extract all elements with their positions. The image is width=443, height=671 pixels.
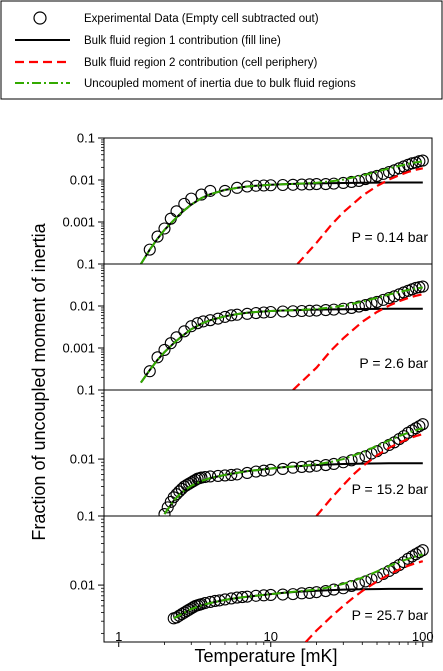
region2-line [315, 433, 424, 516]
legend-label-region1: Bulk fluid region 1 contribution (fill l… [84, 35, 281, 47]
experimental-point [310, 586, 323, 599]
pressure-label: P = 15.2 bar [352, 481, 429, 497]
legend-label-region2: Bulk fluid region 2 contribution (cell p… [84, 57, 317, 69]
experimental-point [345, 301, 358, 314]
experimental-point [295, 587, 308, 600]
experimental-point [158, 508, 171, 516]
experimental-point [151, 230, 164, 243]
experimental-point [370, 169, 384, 182]
pressure-label: P = 25.7 bar [352, 607, 429, 623]
x-tick-label: 10 [264, 629, 278, 644]
experimental-point [413, 546, 426, 559]
experimental-point [158, 222, 171, 235]
y-tick-label: 0.01 [70, 452, 95, 467]
plot-frame [103, 263, 433, 391]
x-tick-label: 1 [115, 629, 122, 644]
experimental-point [204, 184, 217, 197]
experimental-point [276, 588, 289, 601]
legend-marker-experimental [33, 11, 47, 25]
total-line [140, 160, 423, 264]
experimental-point [303, 586, 316, 599]
panel-4: 0.01 0.1 P = 25.7 bar [70, 509, 433, 647]
pressure-label: P = 2.6 bar [359, 355, 428, 371]
experimental-point [204, 314, 217, 327]
y-tick-label: 0.001 [62, 215, 95, 230]
experimental-point [337, 582, 350, 595]
experimental-point [359, 173, 372, 186]
experimental-point [151, 351, 164, 364]
total-line [173, 553, 424, 620]
panel-2: 0.001 0.01 0.1 P = 2.6 bar [62, 257, 433, 395]
experimental-point [195, 188, 208, 201]
experimental-point [370, 295, 384, 308]
experimental-point [143, 243, 156, 256]
experimental-point [359, 450, 372, 463]
y-tick-label: 0.1 [77, 509, 95, 524]
total-line [163, 427, 424, 515]
y-axis-title: Fraction of uncoupled moment of inertia [29, 222, 49, 540]
panels-group: 0.001 0.01 0.1 P = 0.14 bar 0.001 0.01 0.1 P = … [62, 131, 434, 647]
experimental-point [195, 471, 208, 484]
experimental-point [276, 462, 289, 475]
region2-line [304, 560, 424, 642]
experimental-point [352, 300, 365, 313]
experimental-point [359, 575, 372, 588]
region2-line [292, 293, 424, 390]
y-tick-label: 0.01 [70, 299, 95, 314]
legend-label-experimental: Experimental Data (Empty cell subtracted… [84, 13, 319, 25]
experimental-point [337, 456, 350, 469]
y-tick-label: 0.1 [77, 131, 95, 146]
y-tick-label: 0.1 [77, 257, 95, 272]
experimental-point [158, 343, 171, 356]
panel-plot-area [140, 154, 429, 264]
experimental-point [416, 418, 429, 431]
y-tick-label: 0.01 [70, 173, 95, 188]
legend: Experimental Data (Empty cell subtracted… [0, 0, 443, 100]
panel-1: 0.001 0.01 0.1 P = 0.14 bar [62, 131, 433, 269]
legend-box [0, 0, 443, 100]
experimental-point [377, 293, 390, 306]
y-tick-label: 0.001 [62, 341, 95, 356]
pressure-label: P = 0.14 bar [352, 229, 429, 245]
y-tick-label: 0.01 [70, 578, 95, 593]
experimental-point [359, 299, 372, 312]
experimental-point [143, 365, 156, 378]
experimental-point [416, 544, 429, 557]
x-axis-title: Temperature [mK] [194, 646, 337, 666]
experimental-point [413, 420, 426, 433]
experimental-point [345, 454, 358, 467]
region2-line [296, 167, 424, 264]
y-tick-label: 0.1 [77, 383, 95, 398]
panel-plot-area [167, 544, 429, 642]
panel-plot-area [158, 418, 429, 516]
experimental-point [416, 280, 429, 293]
x-tick-label: 100 [412, 629, 434, 644]
experimental-point [377, 167, 390, 180]
experimental-point [416, 154, 429, 167]
legend-label-total: Uncoupled moment of inertia due to bulk … [84, 78, 356, 90]
panel-plot-area [140, 280, 429, 390]
total-line [140, 286, 423, 384]
panel-3: 0.01 0.1 P = 15.2 bar [70, 383, 433, 521]
experimental-point [286, 588, 300, 601]
